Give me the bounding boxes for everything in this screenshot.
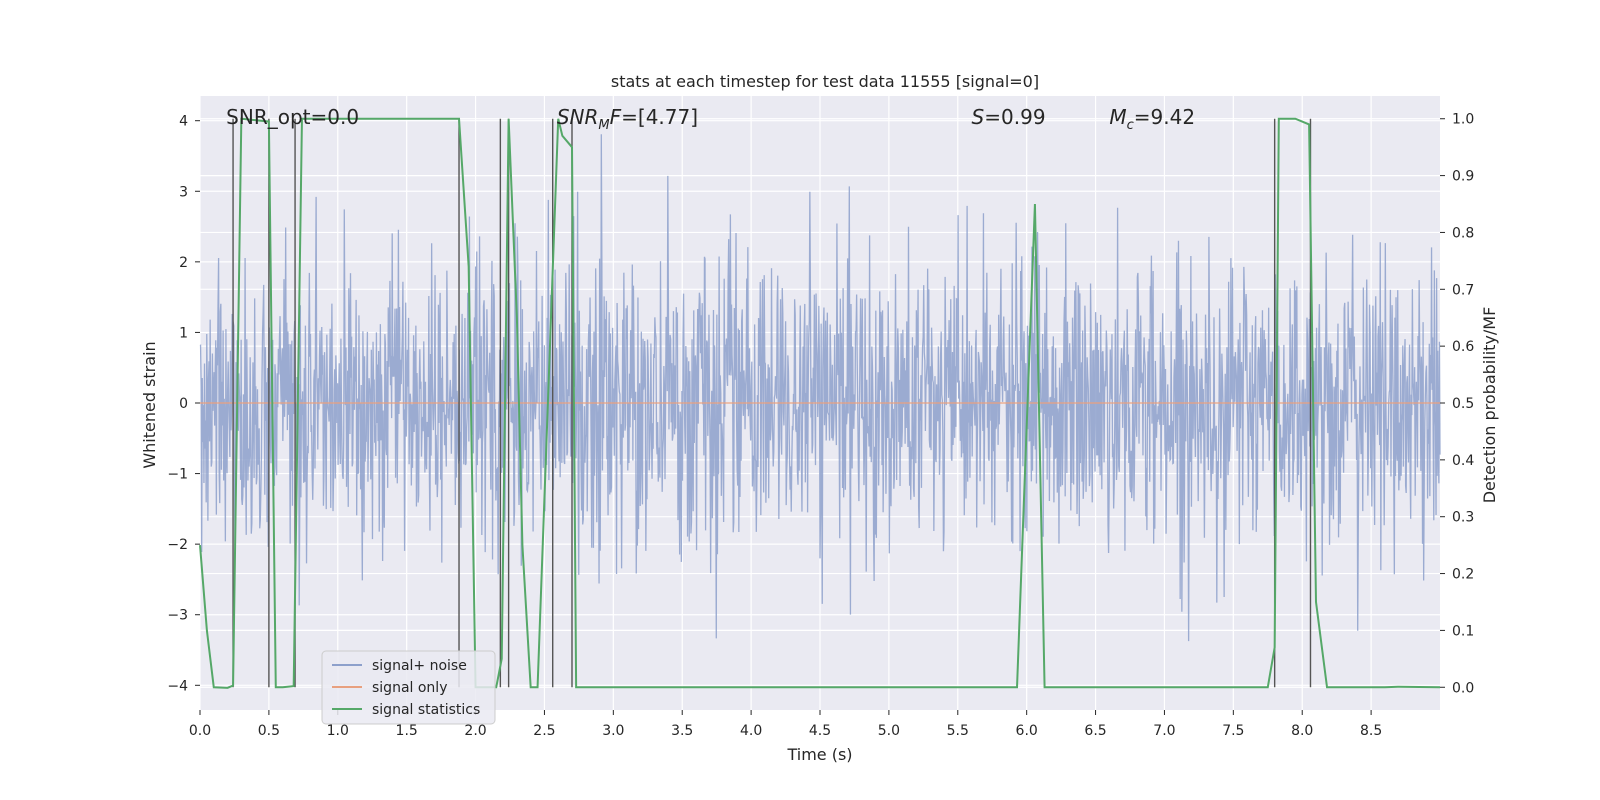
y-tick-label-5: 1 [179, 325, 188, 341]
y2-tick-label-1: 0.1 [1452, 623, 1474, 639]
x-tick-label-9: 4.5 [809, 723, 831, 739]
x-tick-label-7: 3.5 [671, 723, 693, 739]
legend-label-2: signal statistics [372, 702, 480, 718]
y2-tick-label-5: 0.5 [1452, 396, 1474, 412]
x-tick-label-13: 6.5 [1084, 723, 1106, 739]
x-tick-label-16: 8.0 [1291, 723, 1313, 739]
legend-label-1: signal only [372, 680, 447, 696]
chart-title: stats at each timestep for test data 115… [611, 72, 1039, 91]
y2-tick-label-9: 0.9 [1452, 169, 1474, 185]
x-tick-label-0: 0.0 [189, 723, 211, 739]
x-tick-label-6: 3.0 [602, 723, 624, 739]
x-tick-label-4: 2.0 [464, 723, 486, 739]
y2-axis-label: Detection probability/MF [1480, 307, 1499, 504]
y-tick-label-6: 2 [179, 255, 188, 271]
statistics-series-layer [199, 117, 1441, 689]
x-tick-label-3: 1.5 [396, 723, 418, 739]
y2-axis-ticks: 0.0 0.1 0.2 0.3 0.4 0.5 0.6 0.7 0.8 0.9 1.0 [1440, 112, 1474, 696]
x-tick-label-1: 0.5 [258, 723, 280, 739]
y-tick-label-8: 4 [179, 114, 188, 130]
y2-tick-label-3: 0.3 [1452, 510, 1474, 526]
y-axis-label: Whitened strain [140, 341, 159, 468]
annotation-snr-opt: SNR_opt=0.0 [226, 105, 359, 129]
x-axis-label: Time (s) [786, 745, 852, 764]
y-tick-label-4: 0 [179, 396, 188, 412]
x-tick-label-10: 5.0 [878, 723, 900, 739]
x-tick-label-14: 7.0 [1153, 723, 1175, 739]
y2-tick-label-8: 0.8 [1452, 225, 1474, 241]
annotation-snr-mf: SNRMF=[4.77] [557, 105, 698, 133]
legend-box [321, 650, 496, 725]
legend: signal+ noise signal only signal statistic… [321, 650, 496, 725]
y-tick-label-3: −1 [167, 467, 188, 483]
noise-series-layer [199, 134, 1441, 642]
x-tick-label-11: 5.5 [947, 723, 969, 739]
legend-label-0: signal+ noise [372, 658, 467, 674]
x-axis-ticks: 0.0 0.5 1.0 1.5 2.0 2.5 3.0 3.5 4.0 4.5 5.0 5.5 6.0 6… [189, 710, 1382, 739]
annotation-s-value: S=0.99 [972, 105, 1046, 129]
annotation-layer: SNR_opt=0.0 SNRMF=[4.77] S=0.99 Mc=9.42 [226, 105, 1195, 133]
x-tick-label-17: 8.5 [1360, 723, 1382, 739]
y-axis-ticks: −4 −3 −2 −1 0 1 2 3 4 [167, 114, 200, 694]
x-tick-label-5: 2.5 [533, 723, 555, 739]
x-tick-label-8: 4.0 [740, 723, 762, 739]
y2-tick-label-4: 0.4 [1452, 453, 1474, 469]
x-tick-label-15: 7.5 [1222, 723, 1244, 739]
annotation-mc-value: Mc=9.42 [1109, 105, 1195, 133]
x-tick-label-2: 1.0 [327, 723, 349, 739]
y2-tick-label-0: 0.0 [1452, 680, 1474, 696]
y-tick-label-7: 3 [179, 184, 188, 200]
y-tick-label-1: −3 [167, 608, 188, 624]
noise-series-line [199, 134, 1441, 642]
y2-tick-label-10: 1.0 [1452, 112, 1474, 128]
y2-tick-label-6: 0.6 [1452, 339, 1474, 355]
statistics-series-line [199, 117, 1441, 689]
x-tick-label-12: 6.0 [1016, 723, 1038, 739]
y-tick-label-2: −2 [167, 537, 188, 553]
y2-tick-label-7: 0.7 [1452, 282, 1474, 298]
y-tick-label-0: −4 [167, 678, 188, 694]
y2-tick-label-2: 0.2 [1452, 567, 1474, 583]
